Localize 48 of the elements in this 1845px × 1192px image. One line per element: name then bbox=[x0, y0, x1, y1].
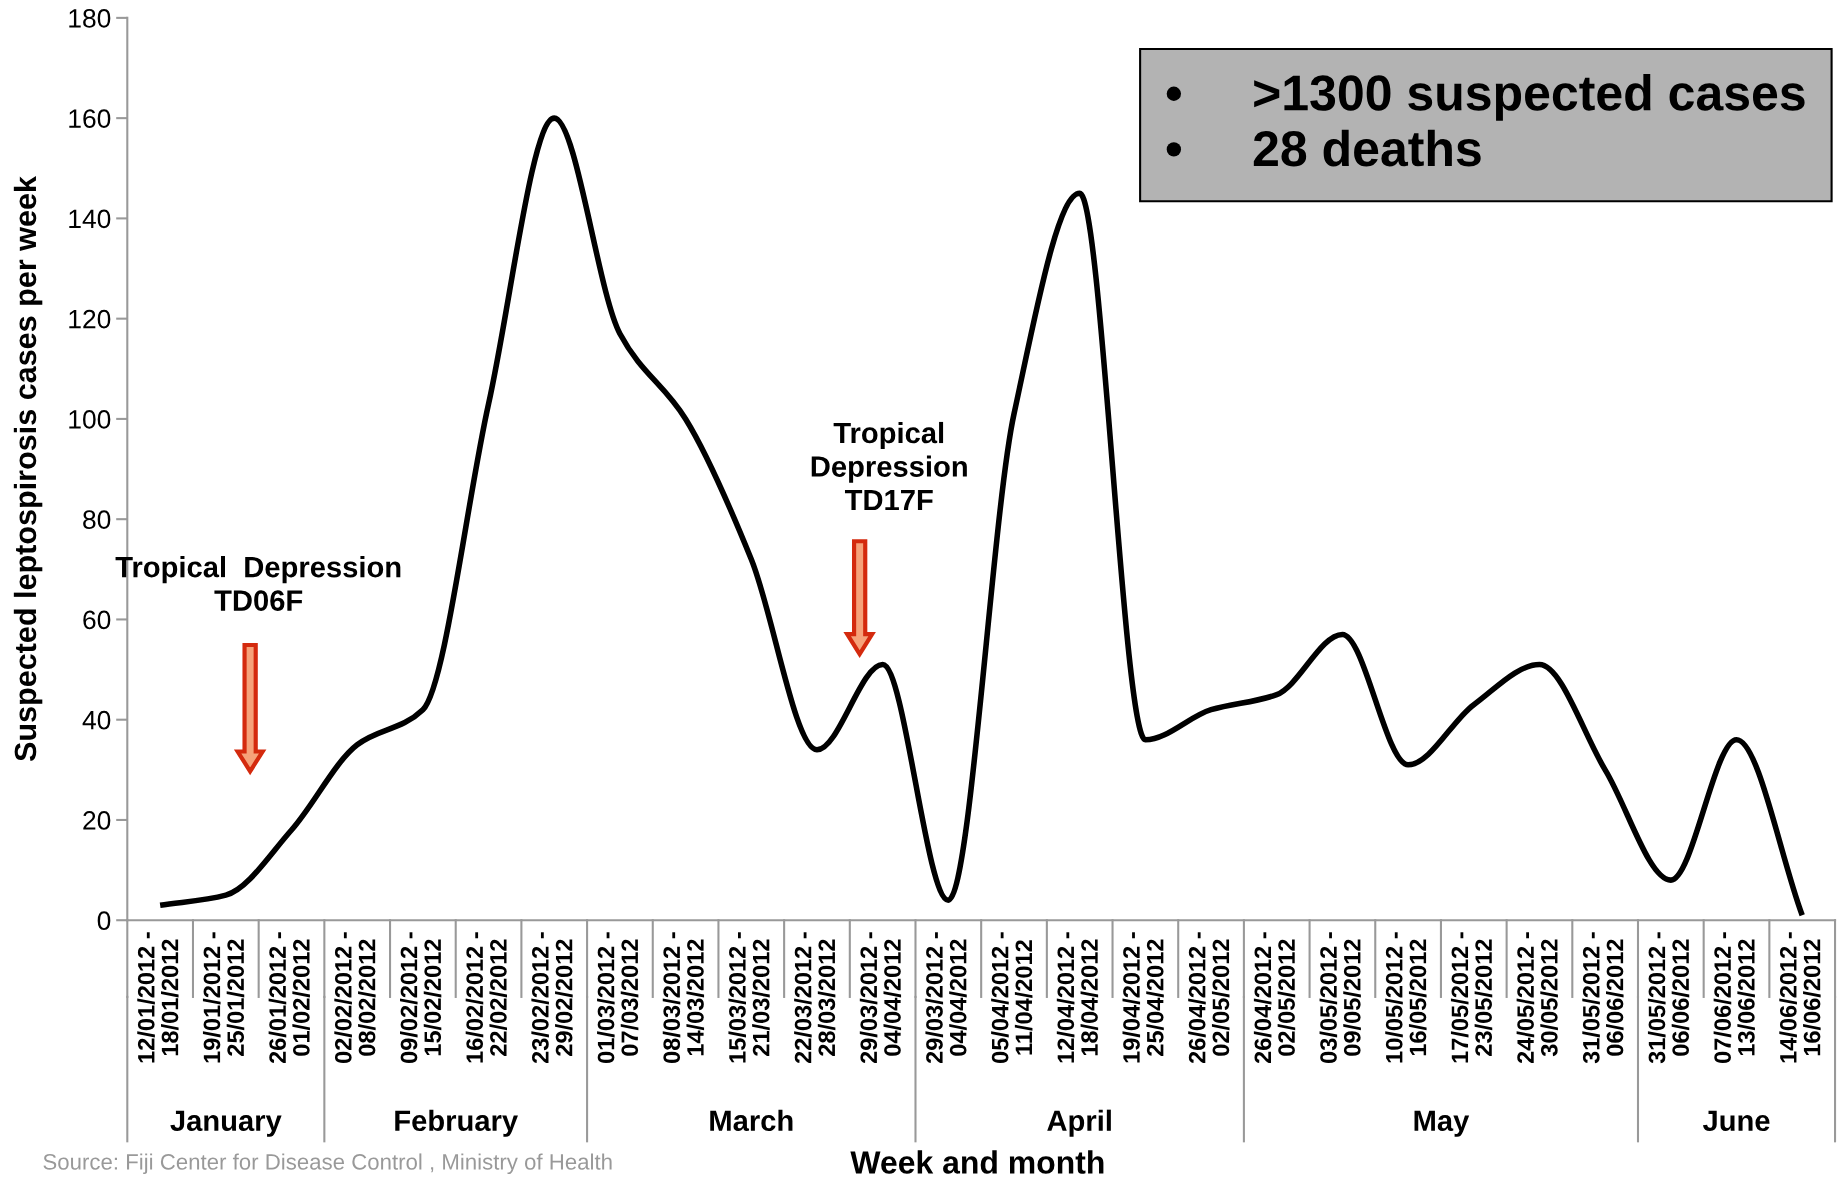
x-tick-label: 14/06/2012 - 16/06/2012 bbox=[1779, 932, 1821, 1063]
x-tick-label: 08/03/2012 - 14/03/2012 bbox=[662, 932, 705, 1063]
x-tick-label: 15/03/2012 - 21/03/2012 bbox=[728, 932, 770, 1063]
x-axis-title: Week and month bbox=[850, 1150, 1104, 1174]
x-tick-label: 02/02/2012 - 08/02/2012 bbox=[334, 932, 376, 1063]
annotation: Tropical Depression TD17F bbox=[811, 421, 967, 511]
x-tick-label: 19/01/2012 - 25/01/2012 bbox=[202, 932, 245, 1063]
x-tick-label: 17/05/2012 - 23/05/2012 bbox=[1450, 932, 1493, 1063]
x-tick-label: 10/05/2012 - 16/05/2012 bbox=[1385, 932, 1427, 1063]
text: March bbox=[710, 1109, 793, 1132]
source-note: Source: Fiji Center for Disease Control , Ministry of Health bbox=[43, 1153, 612, 1175]
annotation: • >1300 suspected cases • 28 deaths bbox=[1166, 74, 1805, 167]
x-tick-label: 12/04/2012 - 18/04/2012 bbox=[1056, 932, 1099, 1063]
x-tick-label: 09/02/2012 - 15/02/2012 bbox=[400, 932, 442, 1063]
x-tick-label: 19/04/2012 - 25/04/2012 bbox=[1122, 932, 1164, 1063]
y-tick-label: 120 bbox=[69, 309, 111, 329]
x-tick-label: 24/05/2012 - 30/05/2012 bbox=[1516, 932, 1558, 1064]
y-tick-label: 60 bbox=[83, 610, 111, 630]
x-tick-label: 23/02/2012 - 29/02/2012 bbox=[531, 932, 573, 1064]
x-tick-label: 01/03/2012 - 07/03/2012 bbox=[597, 932, 639, 1063]
x-tick-label: 31/05/2012 - 06/06/2012 bbox=[1582, 932, 1624, 1064]
x-tick-label: 03/05/2012 - 09/05/2012 bbox=[1319, 932, 1361, 1063]
text: April bbox=[1047, 1109, 1111, 1137]
y-tick-label: 160 bbox=[69, 109, 111, 128]
y-tick-label: 140 bbox=[69, 209, 111, 229]
y-tick-label: 100 bbox=[69, 410, 111, 429]
x-tick-label: 12/01/2012 - 18/01/2012 bbox=[137, 932, 179, 1063]
text: February bbox=[395, 1109, 518, 1137]
y-tick-label: 0 bbox=[97, 911, 111, 931]
x-tick-label: 29/03/2012 - 04/04/2012 bbox=[925, 932, 967, 1064]
x-tick-label: 26/04/2012 - 02/05/2012 bbox=[1188, 932, 1230, 1064]
x-tick-label: 26/04/2012 - 02/05/2012 bbox=[1253, 932, 1296, 1064]
x-tick-label: 16/02/2012 - 22/02/2012 bbox=[465, 932, 507, 1063]
y-tick-label: 20 bbox=[83, 811, 111, 830]
y-tick-label: 80 bbox=[83, 510, 111, 529]
annotation: Tropical Depression TD06F bbox=[115, 556, 401, 611]
x-tick-label: 22/03/2012 - 28/03/2012 bbox=[794, 932, 836, 1064]
text: January bbox=[170, 1110, 282, 1137]
x-tick-label: 29/03/2012 - 04/04/2012 bbox=[859, 932, 902, 1064]
x-tick-label: 05/04/2012 - 11/04/2012 bbox=[991, 932, 1033, 1063]
x-tick-label: 26/01/2012 - 01/02/2012 bbox=[268, 932, 310, 1064]
y-axis-title: Suspected leptospirosis cases per week bbox=[13, 176, 43, 762]
y-tick-label: 40 bbox=[82, 710, 111, 730]
text: June bbox=[1702, 1110, 1770, 1132]
x-tick-label: 07/06/2012 - 13/06/2012 bbox=[1713, 932, 1755, 1063]
x-tick-label: 31/05/2012 - 06/06/2012 bbox=[1647, 932, 1690, 1064]
y-tick-label: 180 bbox=[69, 9, 111, 28]
text: May bbox=[1414, 1110, 1470, 1137]
